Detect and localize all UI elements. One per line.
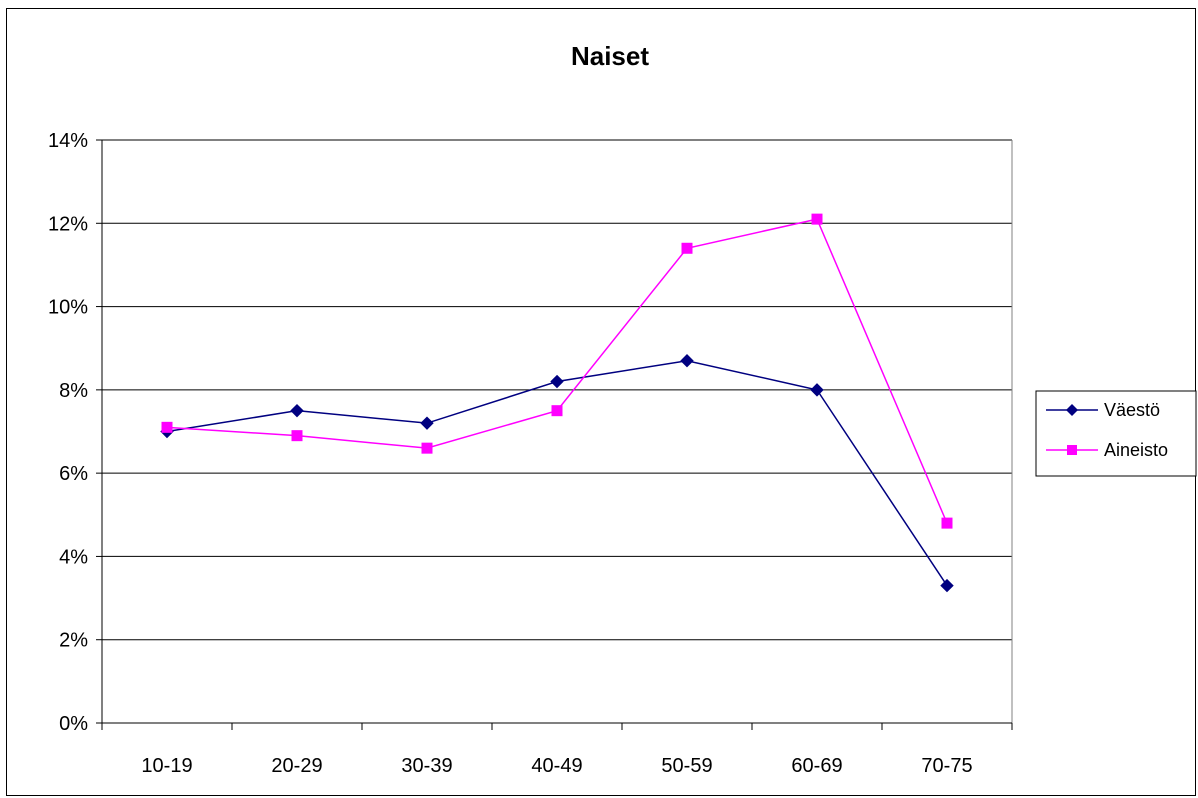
y-tick-label: 14% xyxy=(48,130,88,152)
series-group xyxy=(160,213,954,593)
data-point-diamond xyxy=(680,354,694,368)
x-tick-label: 70-75 xyxy=(921,755,972,777)
x-axis-ticks: 10-19 20-29 30-39 40-49 50-59 60-69 70-75 xyxy=(101,723,1013,777)
y-tick-label: 10% xyxy=(48,297,88,319)
axes xyxy=(101,140,1013,724)
legend-box xyxy=(1035,390,1197,477)
data-point-diamond xyxy=(420,416,434,430)
y-tick-label: 4% xyxy=(59,546,88,568)
data-point-diamond xyxy=(940,578,954,593)
data-point-square xyxy=(291,430,303,442)
x-tick-label: 30-39 xyxy=(401,755,452,777)
data-point-diamond xyxy=(290,403,304,418)
y-tick-label: 12% xyxy=(48,213,88,235)
y-tick-label: 0% xyxy=(59,713,88,735)
x-tick-label: 20-29 xyxy=(271,755,322,777)
x-tick-label: 40-49 xyxy=(531,755,582,777)
gridlines xyxy=(102,139,1012,641)
data-point-square xyxy=(161,421,173,433)
data-point-square xyxy=(421,442,433,454)
y-tick-label: 6% xyxy=(59,463,88,485)
legend-marker-diamond xyxy=(1066,404,1078,416)
data-point-square xyxy=(811,213,823,225)
data-point-square xyxy=(941,517,953,529)
x-tick-label: 10-19 xyxy=(141,755,192,777)
y-tick-label: 2% xyxy=(59,630,88,652)
series-line-2 xyxy=(166,218,948,524)
chart-frame xyxy=(6,8,1196,796)
data-point-square xyxy=(681,242,693,254)
data-point-diamond xyxy=(550,374,564,389)
y-tick-label: 8% xyxy=(59,380,88,402)
legend-label: Aineisto xyxy=(1104,440,1168,460)
data-point-square xyxy=(551,405,563,417)
y-axis-ticks: 0% 2% 4% 6% 8% 10% 12% 14% xyxy=(48,130,102,735)
legend-label: Väestö xyxy=(1104,400,1160,420)
data-point-diamond xyxy=(810,383,824,397)
legend-marker-square xyxy=(1067,445,1077,455)
x-tick-label: 60-69 xyxy=(791,755,842,777)
chart-title: Naiset xyxy=(571,41,649,71)
legend: Väestö Aineisto xyxy=(1035,390,1197,477)
x-tick-label: 50-59 xyxy=(661,755,712,777)
